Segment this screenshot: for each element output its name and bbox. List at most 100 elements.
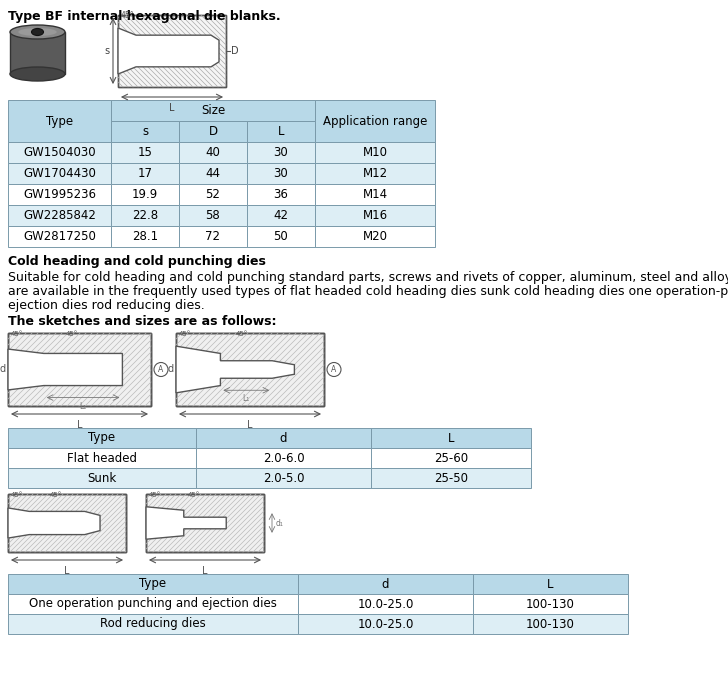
Text: 45°: 45°: [187, 492, 199, 498]
Bar: [8, 333, 151, 406]
Text: M10: M10: [363, 146, 387, 159]
Text: 15: 15: [138, 146, 152, 159]
Bar: [315, 142, 435, 163]
Text: L: L: [448, 431, 454, 445]
Polygon shape: [118, 28, 219, 74]
Text: 10.0-25.0: 10.0-25.0: [357, 617, 414, 631]
Text: Cold heading and cold punching dies: Cold heading and cold punching dies: [8, 255, 266, 268]
Text: Application range: Application range: [323, 115, 427, 128]
Bar: [118, 15, 226, 87]
Text: Sunk: Sunk: [87, 471, 116, 485]
Bar: [8, 594, 298, 614]
Text: GW1504030: GW1504030: [23, 146, 96, 159]
Text: M20: M20: [363, 230, 387, 243]
Text: Type: Type: [88, 431, 116, 445]
Text: 100-130: 100-130: [526, 598, 575, 610]
Text: L: L: [278, 125, 284, 138]
Bar: [298, 594, 473, 614]
Text: L: L: [547, 578, 554, 591]
Bar: [8, 205, 111, 226]
Text: 2.0-6.0: 2.0-6.0: [263, 452, 304, 464]
Bar: [176, 333, 324, 406]
Text: 52: 52: [205, 188, 221, 201]
Polygon shape: [8, 349, 122, 390]
Bar: [179, 142, 247, 163]
Bar: [8, 468, 196, 488]
Text: 45°: 45°: [235, 331, 248, 337]
Text: 22.8: 22.8: [132, 209, 158, 222]
Text: GW2817250: GW2817250: [23, 230, 96, 243]
Bar: [111, 163, 179, 184]
Text: L₁: L₁: [242, 394, 250, 403]
Ellipse shape: [31, 29, 44, 35]
Text: 42: 42: [274, 209, 288, 222]
Text: 30: 30: [274, 167, 288, 180]
Text: Suitable for cold heading and cold punching standard parts, screws and rivets of: Suitable for cold heading and cold punch…: [8, 271, 728, 284]
Text: 58: 58: [205, 209, 221, 222]
Bar: [118, 15, 226, 87]
Bar: [8, 184, 111, 205]
Ellipse shape: [18, 28, 57, 36]
Bar: [8, 163, 111, 184]
Bar: [146, 494, 264, 552]
Text: A: A: [331, 365, 336, 374]
Text: are available in the frequently used types of flat headed cold heading dies sunk: are available in the frequently used typ…: [8, 285, 728, 298]
Bar: [111, 121, 179, 142]
Text: 25-60: 25-60: [434, 452, 468, 464]
Bar: [247, 163, 315, 184]
Bar: [315, 205, 435, 226]
Text: L: L: [248, 420, 253, 430]
Bar: [371, 448, 531, 468]
Text: M14: M14: [363, 188, 387, 201]
Ellipse shape: [10, 67, 65, 81]
Text: 45°: 45°: [121, 11, 135, 20]
Text: 100-130: 100-130: [526, 617, 575, 631]
Bar: [315, 100, 435, 142]
Bar: [247, 205, 315, 226]
Bar: [179, 226, 247, 247]
Text: 40: 40: [205, 146, 221, 159]
Bar: [8, 574, 298, 594]
Bar: [146, 494, 264, 552]
Bar: [8, 517, 22, 529]
Bar: [111, 205, 179, 226]
Text: d: d: [280, 431, 288, 445]
Bar: [196, 448, 371, 468]
Bar: [111, 184, 179, 205]
Bar: [8, 614, 298, 634]
Ellipse shape: [10, 25, 65, 39]
Polygon shape: [176, 346, 294, 393]
Polygon shape: [146, 507, 226, 539]
Bar: [247, 226, 315, 247]
Text: s: s: [105, 46, 110, 56]
Bar: [8, 333, 151, 406]
Text: 50: 50: [274, 230, 288, 243]
Bar: [8, 494, 126, 552]
Text: GW1704430: GW1704430: [23, 167, 96, 180]
Text: One operation punching and ejection dies: One operation punching and ejection dies: [29, 598, 277, 610]
Text: 44: 44: [205, 167, 221, 180]
Text: M12: M12: [363, 167, 387, 180]
Bar: [10, 32, 65, 74]
Text: L: L: [169, 103, 175, 113]
Text: 30: 30: [274, 146, 288, 159]
Text: Size: Size: [201, 104, 225, 117]
Bar: [315, 184, 435, 205]
Text: Type: Type: [140, 578, 167, 591]
Bar: [8, 361, 26, 378]
Text: d: d: [381, 578, 389, 591]
Text: 25-50: 25-50: [434, 471, 468, 485]
Text: The sketches and sizes are as follows:: The sketches and sizes are as follows:: [8, 315, 277, 328]
Bar: [473, 614, 628, 634]
Bar: [473, 594, 628, 614]
Text: 45°: 45°: [50, 492, 62, 498]
Bar: [247, 142, 315, 163]
Bar: [176, 333, 324, 406]
Text: 2.0-5.0: 2.0-5.0: [263, 471, 304, 485]
Text: 45°: 45°: [11, 331, 23, 337]
Bar: [298, 574, 473, 594]
Text: GW2285842: GW2285842: [23, 209, 96, 222]
Text: s: s: [142, 125, 148, 138]
Text: Flat headed: Flat headed: [67, 452, 137, 464]
Bar: [8, 494, 126, 552]
